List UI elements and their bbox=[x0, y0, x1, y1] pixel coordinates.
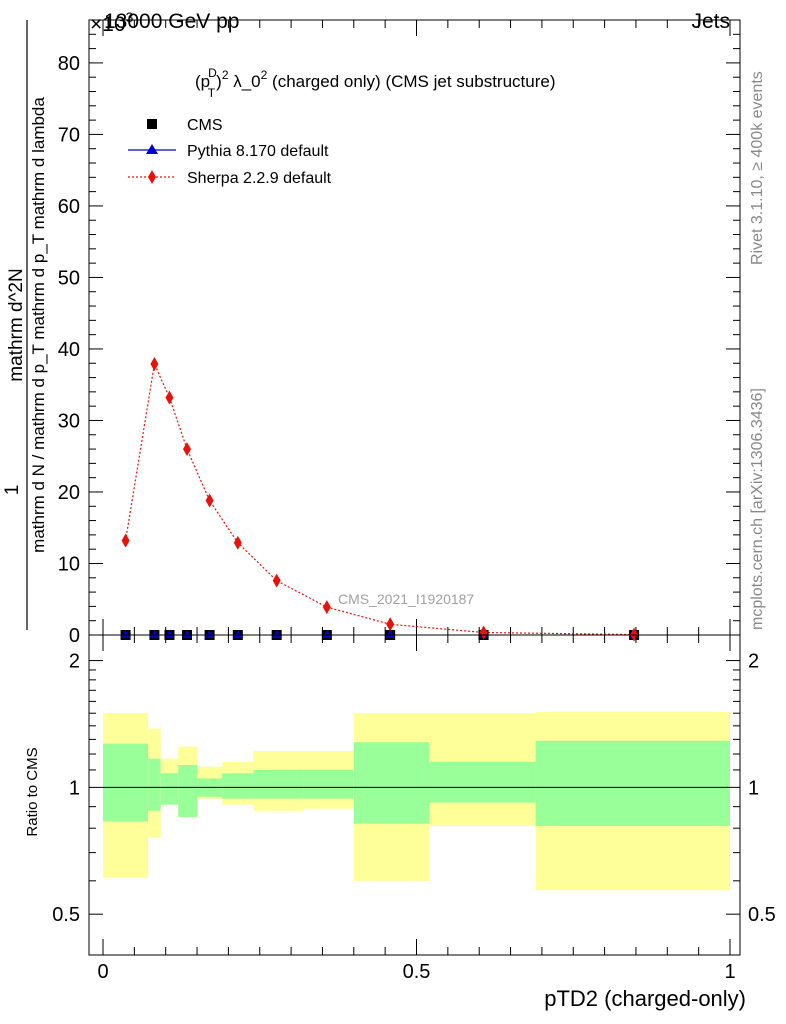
ratio-band-inner bbox=[303, 769, 354, 799]
ratio-band-inner bbox=[353, 742, 430, 824]
pythia-point bbox=[149, 630, 160, 638]
ratio-ytick-label: 0.5 bbox=[52, 904, 80, 926]
legend-cms-marker bbox=[147, 119, 157, 129]
sherpa-point bbox=[183, 442, 192, 457]
ratio-xtick-label: 0.5 bbox=[403, 961, 431, 983]
ratio-band-inner bbox=[429, 761, 536, 803]
pythia-point bbox=[204, 630, 215, 638]
sherpa-point bbox=[322, 600, 331, 615]
legend-entry-cms: CMS bbox=[147, 117, 223, 134]
legend-pythia-marker bbox=[146, 144, 158, 154]
legend-pythia-label: Pythia 8.170 default bbox=[187, 143, 329, 160]
ratio-ytick-label: 1 bbox=[69, 777, 80, 799]
ratio-band-inner bbox=[148, 758, 161, 811]
pythia-point bbox=[120, 630, 131, 638]
ratio-band-inner bbox=[222, 773, 254, 799]
sherpa-point bbox=[233, 535, 242, 550]
main-ytick-label: 0 bbox=[69, 625, 80, 647]
pythia-point bbox=[321, 630, 332, 638]
y-label-right-fraction: mathrm d^2N bbox=[6, 268, 27, 381]
main-y-axis: 0 10 20 30 40 50 60 70 80 bbox=[58, 19, 740, 647]
ratio-ytick-label-right: 0.5 bbox=[748, 904, 776, 926]
ratio-y-label: Ratio to CMS bbox=[24, 747, 41, 836]
legend-sherpa-marker bbox=[148, 170, 156, 184]
sherpa-point bbox=[479, 625, 488, 640]
ratio-band-inner bbox=[253, 769, 304, 799]
sherpa-point bbox=[165, 390, 174, 405]
legend: CMS Pythia 8.170 default Sherpa 2.2.9 de… bbox=[128, 117, 332, 187]
main-ytick-label: 70 bbox=[58, 124, 80, 146]
main-ytick-label: 10 bbox=[58, 553, 80, 575]
exponent-label: ×103 bbox=[90, 9, 134, 36]
pythia-point bbox=[271, 630, 282, 638]
x-axis-label: pTD2 (charged-only) bbox=[544, 986, 746, 1011]
ratio-bands bbox=[103, 711, 730, 891]
ratio-plot-panel: 0.5 0.51 12 2 0 0.5 1 bbox=[52, 634, 776, 983]
main-plot-frame bbox=[88, 19, 741, 636]
rivet-label: Rivet 3.1.10, ≥ 400k events bbox=[749, 71, 766, 265]
legend-cms-label: CMS bbox=[187, 117, 223, 134]
ratio-ytick-label: 2 bbox=[69, 651, 80, 673]
pythia-point bbox=[164, 630, 175, 638]
mcplots-label: mcplots.cern.ch [arXiv:1306.3436] bbox=[749, 388, 766, 630]
energy-label: 13000 GeV pp bbox=[104, 10, 239, 33]
legend-entry-pythia: Pythia 8.170 default bbox=[128, 143, 329, 160]
plot-title: (pD T)2 λ_02 (charged only) (CMS jet subs… bbox=[195, 66, 555, 100]
ratio-x-axis: 0 0.5 1 bbox=[97, 635, 736, 983]
ratio-plot-frame bbox=[88, 634, 741, 956]
ratio-ytick-label-right: 2 bbox=[748, 651, 759, 673]
pythia-point bbox=[182, 630, 193, 638]
main-ytick-label: 50 bbox=[58, 267, 80, 289]
y-label-denominator: mathrm d N / mathrm d p_T mathrm d p_T m… bbox=[29, 97, 48, 553]
main-y-axis-label: mathrm d^2N 1 mathrm d N / mathrm d p_T … bbox=[2, 20, 48, 630]
sherpa-point bbox=[205, 493, 214, 508]
process-label: Jets bbox=[691, 10, 730, 33]
main-ytick-label: 20 bbox=[58, 482, 80, 504]
ratio-xtick-label: 0 bbox=[97, 961, 108, 983]
ratio-band-inner bbox=[535, 740, 730, 826]
watermark-label: CMS_2021_I1920187 bbox=[338, 591, 474, 607]
ratio-ytick-label-right: 1 bbox=[748, 777, 759, 799]
sherpa-point bbox=[386, 617, 395, 632]
main-x-ticks bbox=[102, 20, 731, 635]
main-ytick-label: 60 bbox=[58, 196, 80, 218]
main-ytick-label: 30 bbox=[58, 410, 80, 432]
main-ytick-label: 80 bbox=[58, 53, 80, 75]
ratio-y-axis: 0.5 0.5 1 1 2 2 bbox=[52, 651, 776, 927]
ratio-xtick-label: 1 bbox=[724, 961, 735, 983]
y-label-numerator: 1 bbox=[2, 485, 23, 496]
pythia-point bbox=[232, 630, 243, 638]
ratio-band-inner bbox=[103, 743, 149, 822]
legend-sherpa-label: Sherpa 2.2.9 default bbox=[187, 170, 332, 187]
ratio-band-inner bbox=[160, 773, 179, 805]
legend-entry-sherpa: Sherpa 2.2.9 default bbox=[128, 170, 332, 187]
main-ytick-label: 40 bbox=[58, 339, 80, 361]
ratio-band-inner bbox=[178, 765, 198, 818]
sherpa-point bbox=[150, 356, 159, 371]
sherpa-point bbox=[272, 573, 281, 588]
pythia-point bbox=[385, 630, 396, 638]
sherpa-point bbox=[121, 533, 130, 548]
main-plot-panel: 0 10 20 30 40 50 60 70 80 CMS_2021_I1920187 (pD T… bbox=[58, 19, 741, 647]
